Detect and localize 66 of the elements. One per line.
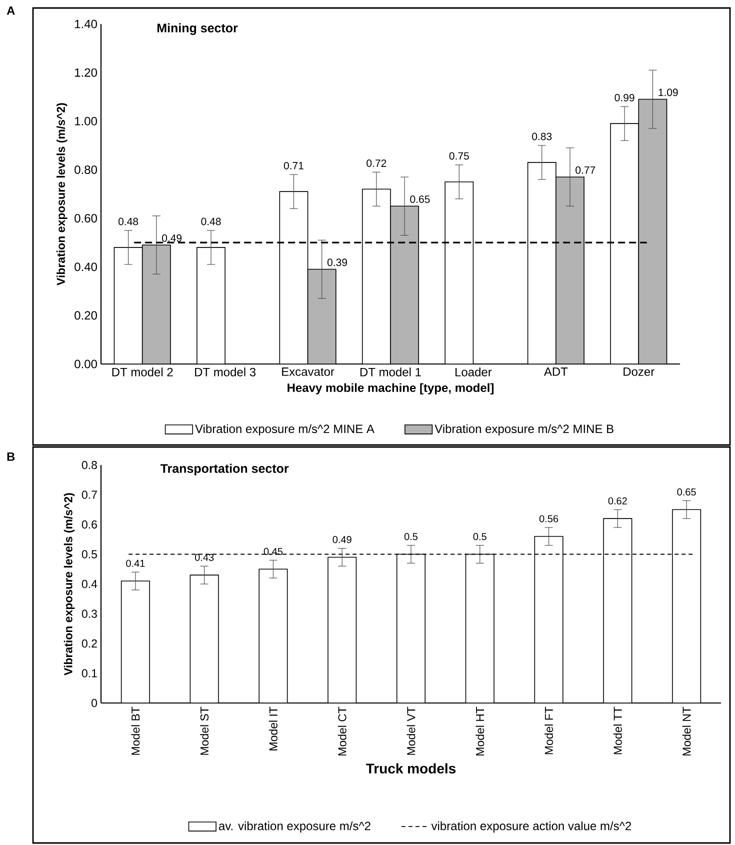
x-tick-label: ADT xyxy=(544,368,568,376)
y-tick-label: 0.60 xyxy=(74,214,97,223)
y-tick-label: 0.3 xyxy=(82,610,97,618)
data-label: 0.41 xyxy=(126,560,145,567)
y-tick-label: 0.4 xyxy=(82,580,98,588)
y-tick-label: 0.7 xyxy=(82,490,97,499)
chart-title: Mining sector xyxy=(157,23,238,35)
data-label: 0.5 xyxy=(404,533,418,540)
data-label: 0.71 xyxy=(284,162,304,170)
data-label: 0.77 xyxy=(576,166,596,174)
x-tick-label: Model NT xyxy=(682,706,691,756)
x-tick-label: DT model 1 xyxy=(360,368,421,376)
data-label: 0.49 xyxy=(332,536,352,544)
x-tick-label: Excavator xyxy=(282,368,334,376)
x-axis-title: Heavy mobile machine [type, model] xyxy=(288,383,494,394)
text: A xyxy=(6,6,15,15)
data-label: 1.09 xyxy=(658,88,678,96)
data-label: 0.75 xyxy=(449,152,469,160)
text: B xyxy=(7,452,15,461)
data-label: 0.45 xyxy=(264,548,283,555)
x-tick-label: Model TT xyxy=(613,706,622,754)
x-tick-label: DT model 2 xyxy=(112,368,173,376)
y-tick-label: 0.40 xyxy=(74,262,97,272)
data-label: 0.48 xyxy=(118,218,138,226)
y-tick-label: 0.2 xyxy=(82,639,97,648)
data-label: 0.65 xyxy=(677,488,696,496)
y-axis-title: Vibration exposure levels (m/s^2) xyxy=(64,493,75,676)
x-tick-label: Model FT xyxy=(544,706,553,754)
x-tick-label: Model CT xyxy=(338,706,346,756)
data-label: 0.49 xyxy=(162,234,182,242)
y-tick-label: 0.5 xyxy=(82,550,97,558)
data-label: 0.56 xyxy=(539,515,558,522)
data-label: 0.83 xyxy=(532,132,552,140)
y-tick-label: 0.8 xyxy=(82,460,97,470)
x-tick-label: Dozer xyxy=(624,368,654,376)
x-tick-label: Loader xyxy=(456,368,492,376)
y-tick-label: 0.80 xyxy=(74,165,97,174)
y-tick-label: 0 xyxy=(92,698,98,708)
legend-label: vibration exposure action value m/s^2 xyxy=(431,821,632,833)
y-tick-label: 0.20 xyxy=(74,311,97,320)
data-label: 0.72 xyxy=(366,160,386,167)
y-tick-label: 0.1 xyxy=(82,669,97,678)
data-label: 0.5 xyxy=(473,533,486,540)
y-tick-label: 1.20 xyxy=(75,68,97,77)
x-axis-title: Truck models xyxy=(366,763,456,774)
data-label: 0.39 xyxy=(327,258,347,266)
y-tick-label: 1.40 xyxy=(75,20,97,28)
x-tick-label: DT model 3 xyxy=(195,368,256,376)
x-tick-label: Model BT xyxy=(131,706,140,755)
y-tick-label: 0.00 xyxy=(74,360,97,368)
x-tick-label: Model IT xyxy=(269,706,278,750)
legend-label: Vibration exposure m/s^2 MINE B xyxy=(434,424,614,436)
chart-title: Transportation sector xyxy=(160,464,289,476)
y-tick-label: 1.00 xyxy=(75,116,97,126)
x-tick-label: Model ST xyxy=(200,706,209,755)
y-axis-title: Vibration exposure levels (m/s^2) xyxy=(56,103,68,286)
data-label: 0.48 xyxy=(201,218,221,226)
data-label: 0.62 xyxy=(608,497,627,504)
data-label: 0.65 xyxy=(410,196,430,203)
x-tick-label: Model HT xyxy=(476,706,484,756)
x-tick-label: Model VT xyxy=(406,706,416,755)
data-label: 0.43 xyxy=(194,554,214,561)
legend-label: Vibration exposure m/s^2 MINE A xyxy=(195,424,374,436)
data-label: 0.99 xyxy=(614,94,634,102)
y-tick-label: 0.6 xyxy=(82,520,97,529)
legend-label: av. vibration exposure m/s^2 xyxy=(218,821,370,833)
